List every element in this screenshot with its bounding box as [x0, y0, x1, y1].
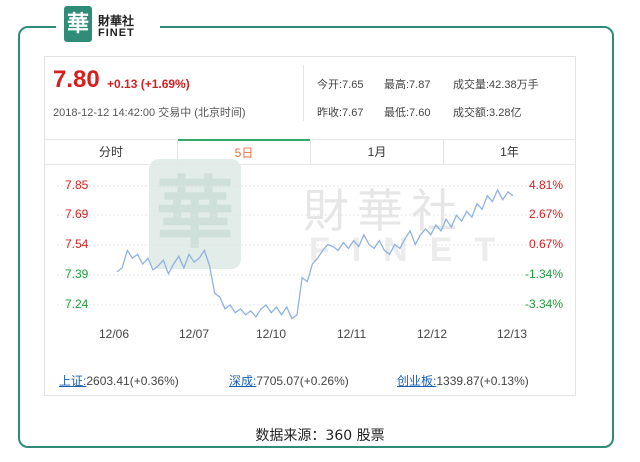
- logo-name-cn: 財華社: [98, 14, 135, 28]
- turnover: 成交额:3.28亿: [453, 107, 522, 119]
- tab-5day[interactable]: 5日: [178, 139, 310, 165]
- tab-1year[interactable]: 1年: [500, 145, 519, 159]
- price-series-line: [116, 188, 514, 320]
- x-tick-label: 12/10: [256, 327, 287, 341]
- current-price: 7.80: [53, 66, 100, 93]
- x-tick-label: 12/12: [417, 327, 448, 341]
- index-shenzhen-value: 7705.07(+0.26%): [256, 374, 349, 388]
- data-source-note: 数据来源：360 股票: [255, 428, 385, 444]
- tab-divider: [443, 140, 444, 164]
- index-shanghai-link[interactable]: 上证:: [59, 374, 87, 388]
- x-tick-label: 12/06: [99, 327, 130, 341]
- stock-quote-card: 華 財華社 FINET 7.80 +0.13 (+1.69%) 2018-12-…: [44, 56, 576, 396]
- index-shenzhen: 深成:7705.07(+0.26%): [229, 372, 349, 389]
- y-tick-label: 7.69: [65, 207, 89, 221]
- period-tabs: 分时 5日 1月 1年: [45, 139, 575, 165]
- tab-1month[interactable]: 1月: [367, 145, 387, 159]
- high-price: 最高:7.87: [384, 79, 431, 91]
- watermark-text-cn: 財華社: [303, 185, 465, 237]
- index-chinext-value: 1339.87(+0.13%): [436, 374, 529, 388]
- watermark-logo-icon: 華: [149, 159, 241, 269]
- volume: 成交量:42.38万手: [453, 79, 539, 91]
- prev-close: 昨收:7.67: [317, 107, 364, 119]
- index-shenzhen-link[interactable]: 深成:: [229, 374, 257, 388]
- x-tick-label: 12/11: [337, 327, 367, 341]
- low-price: 最低:7.60: [384, 107, 431, 119]
- finet-logo-icon: 華: [64, 6, 92, 42]
- index-chinext: 创业板:1339.87(+0.13%): [397, 372, 529, 389]
- x-tick-label: 12/07: [179, 327, 210, 341]
- header-divider: [303, 65, 304, 121]
- tab-divider: [310, 140, 311, 164]
- y-tick-label: 7.24: [65, 297, 89, 311]
- y-tick-label: 7.39: [65, 267, 89, 281]
- quote-timestamp: 2018-12-12 14:42:00 交易中 (北京时间): [53, 107, 246, 119]
- index-chinext-link[interactable]: 创业板:: [397, 374, 437, 388]
- y-tick-label: 7.85: [65, 178, 89, 192]
- y-tick-label-pct: 4.81%: [528, 178, 563, 192]
- x-tick-label: 12/13: [497, 327, 528, 341]
- price-chart: [57, 185, 563, 320]
- logo-name-en: FINET: [98, 27, 135, 39]
- watermark-text-en: FINET: [309, 231, 518, 269]
- y-tick-label-pct: 2.67%: [528, 207, 563, 221]
- price-change: +0.13 (+1.69%): [107, 77, 190, 91]
- outer-frame: [18, 26, 614, 448]
- y-tick-label-pct: -3.34%: [524, 297, 563, 311]
- y-tick-label: 7.54: [65, 237, 89, 251]
- y-tick-label-pct: 0.67%: [528, 237, 563, 251]
- index-shanghai-value: 2603.41(+0.36%): [86, 374, 179, 388]
- open-price: 今开:7.65: [317, 79, 364, 91]
- tab-divider: [177, 140, 178, 164]
- tab-intraday[interactable]: 分时: [98, 145, 123, 159]
- y-tick-label-pct: -1.34%: [524, 267, 563, 281]
- index-shanghai: 上证:2603.41(+0.36%): [59, 372, 179, 389]
